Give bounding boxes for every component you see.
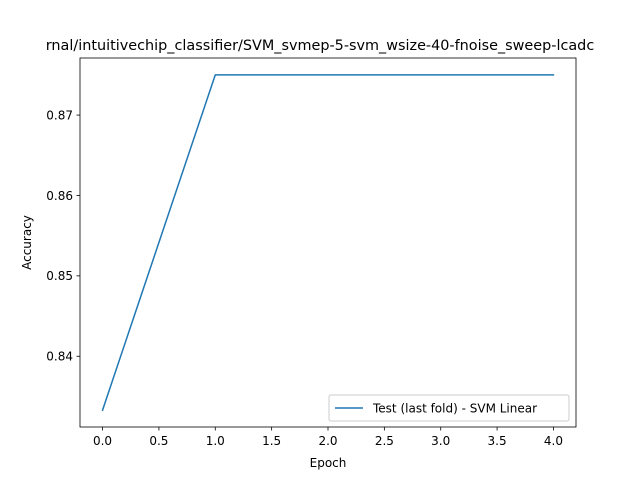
y-axis-label: Accuracy	[20, 215, 34, 270]
x-tick-label: 3.0	[431, 434, 450, 448]
chart-title: rnal/intuitivechip_classifier/SVM_svmep-…	[46, 38, 595, 54]
series-line	[101, 74, 555, 412]
y-tick-label: 0.85	[46, 269, 73, 283]
x-axis-ticks: 0.0 0.5 1.0 1.5 2.0 2.5 3.0 3.5 4.0	[93, 427, 563, 448]
y-tick-label: 0.87	[46, 108, 73, 122]
x-tick-label: 2.5	[375, 434, 394, 448]
y-tick-label: 0.84	[46, 350, 73, 364]
series-layer	[101, 74, 555, 412]
x-tick-label: 4.0	[544, 434, 563, 448]
x-tick-label: 0.5	[149, 434, 168, 448]
legend-label: Test (last fold) - SVM Linear	[372, 402, 537, 416]
x-tick-label: 1.5	[262, 434, 281, 448]
y-axis-ticks: 0.84 0.85 0.86 0.87	[46, 108, 80, 364]
x-tick-label: 0.0	[93, 434, 112, 448]
x-tick-label: 3.5	[488, 434, 507, 448]
legend-box	[328, 394, 570, 422]
x-tick-label: 1.0	[206, 434, 225, 448]
x-tick-label: 2.0	[318, 434, 337, 448]
x-axis-label: Epoch	[310, 456, 347, 470]
legend: Test (last fold) - SVM Linear	[328, 394, 570, 422]
y-tick-label: 0.86	[46, 189, 73, 203]
